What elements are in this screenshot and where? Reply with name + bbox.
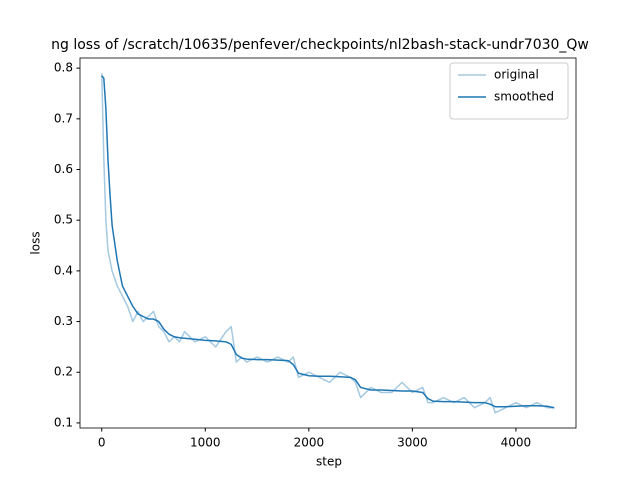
x-axis-label: step [316, 455, 342, 469]
y-tick-label: 0.7 [54, 111, 73, 125]
series-line [101, 75, 555, 409]
y-axis-label: loss [29, 231, 43, 254]
y-tick-label: 0.4 [54, 263, 73, 277]
y-tick-label: 0.3 [54, 314, 73, 328]
y-tick-label: 0.8 [54, 61, 73, 75]
y-tick-label: 0.1 [54, 415, 73, 429]
x-tick-label: 0 [98, 436, 106, 450]
series-line [101, 73, 555, 414]
legend-label: smoothed [494, 90, 554, 104]
chart-title: ng loss of /scratch/10635/penfever/check… [51, 37, 589, 53]
x-tick-label: 4000 [501, 436, 532, 450]
y-tick-label: 0.5 [54, 213, 73, 227]
plot-frame [79, 57, 577, 429]
legend-box [449, 62, 569, 120]
x-tick-label: 3000 [397, 436, 428, 450]
y-tick-label: 0.6 [54, 162, 73, 176]
x-tick-label: 2000 [294, 436, 325, 450]
legend-label: original [494, 68, 539, 82]
y-tick-label: 0.2 [54, 365, 73, 379]
x-tick-label: 1000 [190, 436, 221, 450]
